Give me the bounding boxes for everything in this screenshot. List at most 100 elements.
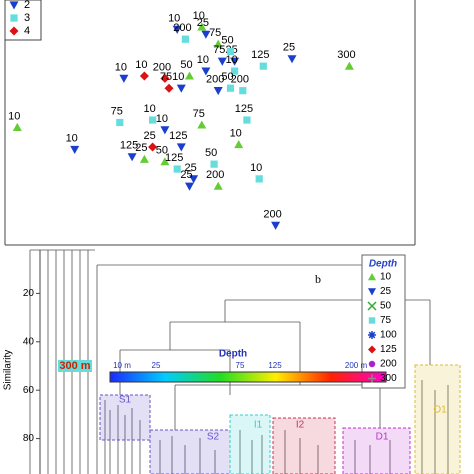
- legend-label: 25: [380, 286, 392, 297]
- cluster-label: D1: [376, 432, 389, 443]
- point-label: 75: [193, 108, 205, 120]
- point-label: 25: [283, 42, 295, 54]
- legend-label: 4: [24, 25, 30, 37]
- cluster-box: [149, 429, 231, 474]
- point-label: 125: [169, 130, 187, 142]
- legend-marker: [368, 360, 376, 368]
- legend-label: 300: [380, 373, 397, 384]
- point-label: 25: [143, 130, 155, 142]
- point-label: 300: [337, 49, 355, 61]
- point: [201, 30, 211, 39]
- point: [119, 74, 129, 83]
- legend-label: 50: [380, 301, 392, 312]
- cluster-label: O1: [433, 405, 447, 416]
- point: [210, 160, 218, 168]
- cluster-box: [99, 394, 151, 441]
- colorbar-label: 200 m: [345, 361, 368, 370]
- point: [255, 175, 263, 183]
- point: [259, 62, 267, 70]
- point-label: 200: [231, 74, 249, 86]
- point-label: 50: [205, 147, 217, 159]
- point-label: 200: [206, 169, 224, 181]
- point-label: 10: [197, 54, 209, 66]
- point: [160, 73, 170, 83]
- point: [185, 71, 194, 80]
- point: [287, 55, 297, 64]
- y-tick-label: 40: [23, 336, 35, 347]
- colorbar-title: Depth: [219, 349, 247, 360]
- point: [226, 47, 235, 56]
- point-label: 50: [180, 59, 192, 71]
- point-label: 75: [213, 44, 225, 56]
- point-label: 10: [156, 113, 168, 125]
- point: [243, 116, 251, 124]
- point: [230, 57, 240, 66]
- point-label: 25: [197, 17, 209, 29]
- cluster-label: S1: [119, 395, 132, 406]
- legend-marker: [368, 374, 376, 383]
- legend-marker: [368, 288, 376, 296]
- point-label: 10: [230, 127, 242, 139]
- legend-marker: [9, 1, 19, 10]
- panel-label: b: [315, 272, 321, 286]
- point: [217, 57, 227, 66]
- point-label: 200: [263, 208, 281, 220]
- legend-label: 10: [380, 272, 392, 283]
- point: [176, 84, 186, 93]
- point-label: 10: [115, 61, 127, 73]
- point: [160, 126, 170, 135]
- point-label: 10: [66, 132, 78, 144]
- point-label: 50: [221, 34, 233, 46]
- point-label: 10: [135, 59, 147, 71]
- y-axis-label: Similarity: [3, 350, 14, 391]
- cluster-label: I1: [254, 420, 263, 431]
- point: [271, 221, 281, 230]
- point: [164, 83, 174, 93]
- point: [185, 182, 194, 191]
- point: [234, 140, 244, 149]
- point: [226, 84, 235, 92]
- colorbar: [109, 371, 387, 383]
- point: [12, 122, 22, 131]
- point: [160, 157, 170, 166]
- cluster-label: S2: [207, 432, 220, 443]
- cluster-box: [342, 427, 411, 474]
- point: [70, 145, 80, 154]
- legend-marker: [368, 331, 376, 339]
- legend-label: 2: [24, 0, 30, 11]
- point: [116, 118, 124, 127]
- point: [139, 71, 149, 81]
- point-label: 10: [168, 12, 180, 24]
- annotation-bg: [58, 360, 92, 372]
- point: [181, 35, 189, 43]
- legend-marker: [368, 317, 376, 324]
- point: [139, 154, 149, 163]
- point-label: 10: [172, 71, 184, 83]
- legend-label: 75: [380, 315, 392, 326]
- point-label: 75: [111, 105, 123, 117]
- point-label: 10: [8, 110, 20, 122]
- legend-title: Depth: [369, 259, 397, 270]
- point-label: 25: [135, 142, 147, 154]
- cluster-label: I2: [296, 420, 305, 431]
- legend-marker: [10, 14, 18, 22]
- legend-label: 100: [380, 330, 397, 341]
- y-tick-label: 60: [23, 385, 35, 396]
- point-label: 10: [193, 10, 205, 22]
- colorbar-label: 125: [268, 361, 282, 370]
- legend-marker: [9, 26, 19, 36]
- point-label: 125: [235, 103, 253, 115]
- colorbar-label: 75: [236, 361, 245, 370]
- cluster-box: [229, 414, 271, 474]
- point: [173, 165, 181, 173]
- point-label: 200: [206, 74, 224, 86]
- point: [344, 61, 354, 70]
- point-label: 200: [173, 22, 191, 34]
- point-label: 10: [143, 103, 155, 115]
- point-label: 125: [165, 152, 183, 164]
- legend-label: 3: [24, 12, 30, 24]
- point: [201, 67, 211, 76]
- point-label: 25: [180, 169, 192, 181]
- point: [197, 120, 207, 129]
- point: [197, 22, 207, 31]
